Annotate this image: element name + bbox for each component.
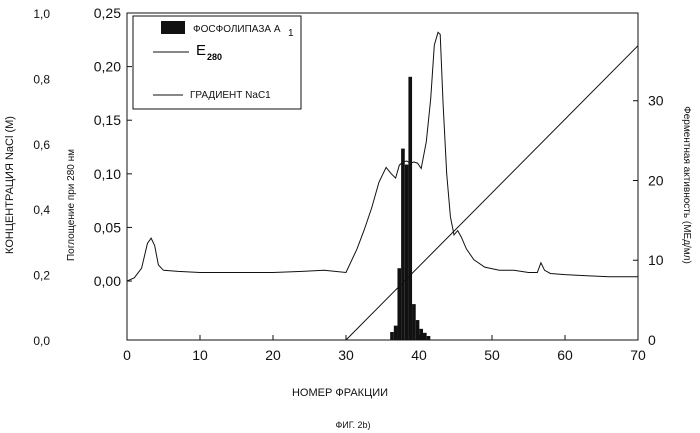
legend: ФОСФОЛИПАЗА A 1 E 280 ГРАДИЕНТ NaC1 [133,16,301,109]
y-activity-tick-label: 20 [648,172,664,188]
phospholipase-bar [419,329,423,340]
phospholipase-bar [405,165,409,340]
y-abs-tick-label: 0,25 [94,5,121,21]
y-nacl-tick-label: 0,6 [33,138,50,152]
y-activity-tick-label: 0 [648,332,656,348]
figure-caption: ФИГ. 2b) [335,420,370,430]
x-tick-label: 50 [484,347,500,363]
phospholipase-bar [427,336,431,340]
phospholipase-bar [408,77,412,340]
phospholipase-bar [394,326,398,340]
y-activity-tick-label: 10 [648,252,664,268]
y-abs-tick-label: 0,10 [94,166,121,182]
x-tick-label: 0 [123,347,131,363]
x-tick-label: 60 [557,347,573,363]
y-nacl-tick-label: 0,4 [33,203,50,217]
phospholipase-bar [401,149,405,340]
phospholipase-bar [412,304,416,340]
phospholipase-bar [390,332,394,340]
legend-sub-e280: 280 [207,52,222,62]
legend-label-e280: E [196,42,206,59]
x-tick-label: 30 [338,347,354,363]
legend-sub-phospholipase: 1 [288,28,294,39]
y-activity-tick-label: 30 [648,93,664,109]
y-abs-tick-label: 0,00 [94,273,121,289]
y-axis-label-activity: Ферментная активность (МЕд/мл) [681,106,692,264]
y-nacl-tick-label: 0,0 [33,334,50,348]
y-nacl-tick-label: 1,0 [33,7,50,21]
phospholipase-bar [423,333,427,340]
y-axis-label-absorbance: Поглощение при 280 нм [66,149,77,261]
legend-label-phospholipase: ФОСФОЛИПАЗА A [193,24,281,35]
phospholipase-bar [397,268,401,340]
x-axis-label: НОМЕР ФРАКЦИИ [292,387,388,399]
x-tick-label: 70 [630,347,646,363]
legend-swatch-phospholipase [161,21,185,34]
y-abs-tick-label: 0,20 [94,59,121,75]
y-abs-tick-label: 0,05 [94,219,121,235]
gradient-line [346,46,638,340]
x-tick-label: 40 [411,347,427,363]
x-tick-label: 10 [192,347,208,363]
y-axis-label-nacl: КОНЦЕНТРАЦИЯ NaCl (M) [4,116,16,254]
y-abs-tick-label: 0,15 [94,112,121,128]
y-nacl-tick-label: 0,8 [33,72,50,86]
x-tick-label: 20 [265,347,281,363]
y-nacl-tick-label: 0,2 [33,269,50,283]
legend-label-gradient: ГРАДИЕНТ NaC1 [190,90,271,101]
